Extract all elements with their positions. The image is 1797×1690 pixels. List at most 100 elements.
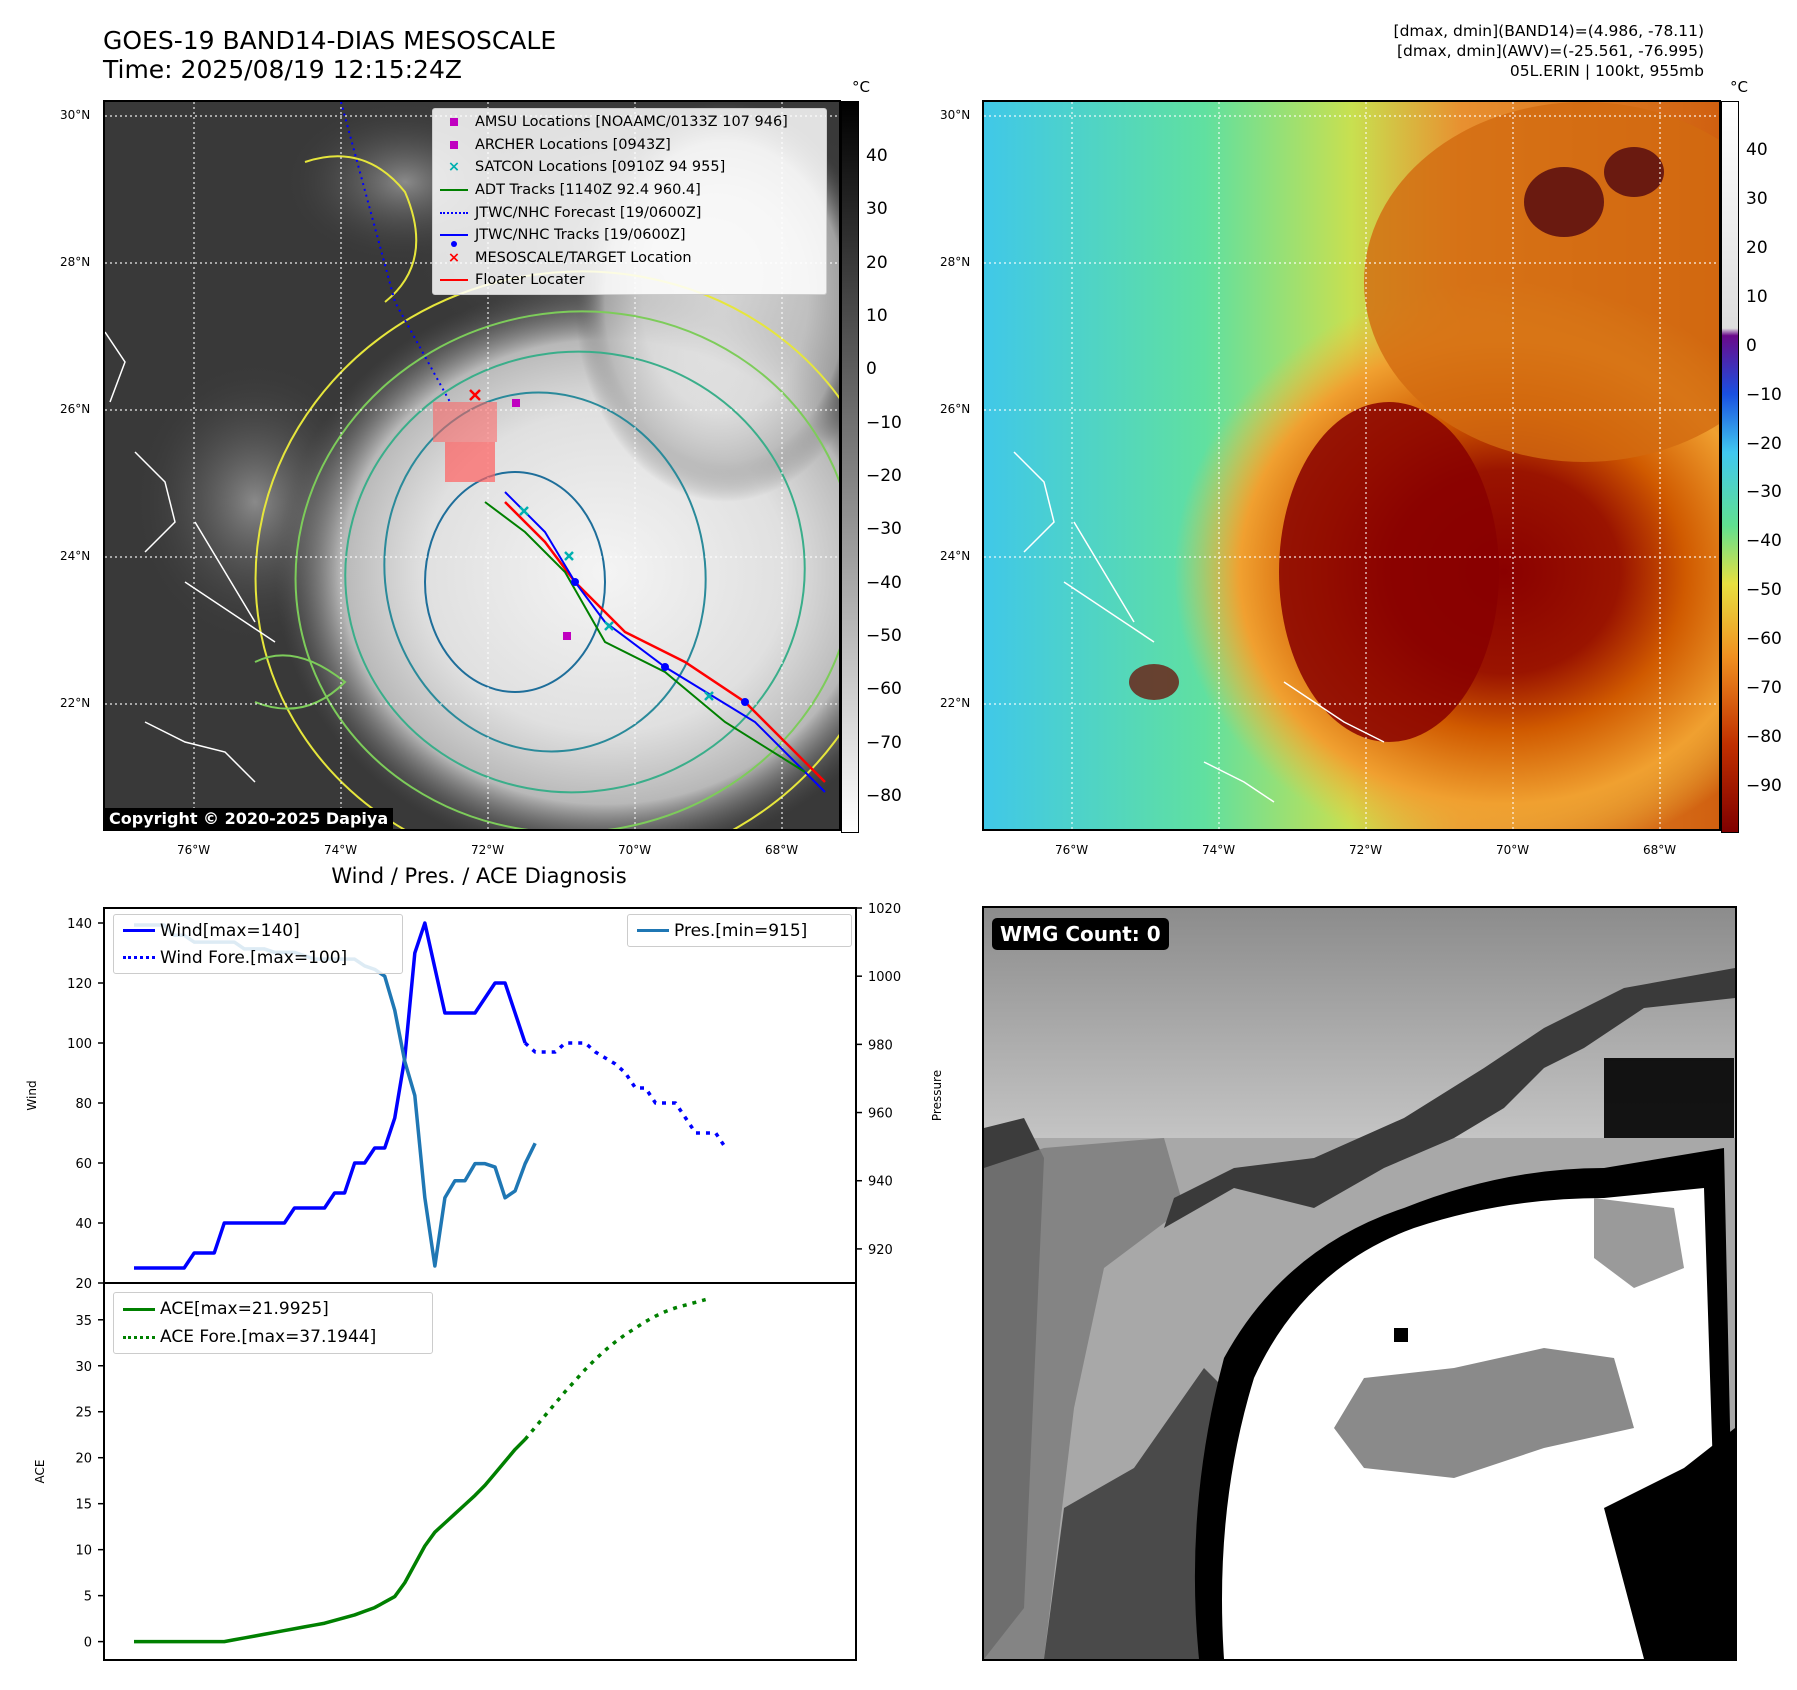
legend-item-ace: ACE[max=21.9925] — [118, 1295, 428, 1323]
map-title-line1: GOES-19 BAND14-DIAS MESOSCALE — [103, 26, 557, 55]
ace-ytick-label: 10 — [75, 1544, 92, 1559]
wmg-count-badge: WMG Count: 0 — [992, 918, 1169, 950]
ir-colorbar-tick: −10 — [866, 412, 902, 433]
ace-forecast-line — [523, 1297, 707, 1441]
legend-item-wind: Wind[max=140] — [118, 917, 398, 944]
lon-label: 72°W — [1349, 843, 1383, 857]
wind-series-line — [134, 921, 527, 1270]
ace-ytick-label: 0 — [84, 1636, 92, 1651]
green-line-icon — [440, 189, 468, 192]
awv-colorbar-unit: °C — [1730, 78, 1748, 96]
ir-colorbar-tick: −80 — [866, 785, 902, 806]
legend-item-forecast: JTWC/NHC Forecast [19/0600Z] — [433, 201, 826, 224]
lon-label: 74°W — [324, 843, 358, 857]
steelblue-line-icon — [637, 929, 669, 932]
map-legend: AMSU Locations [NOAAMC/0133Z 107 946] AR… — [432, 108, 827, 295]
wind-ytick-label: 100 — [67, 1037, 92, 1052]
info-line1: [dmax, dmin](BAND14)=(4.986, -78.11) — [1393, 22, 1704, 40]
awv-colorbar-tick: 40 — [1746, 140, 1768, 160]
wind-legend: Wind[max=140] Wind Fore.[max=100] — [113, 914, 403, 974]
lat-label: 26°N — [940, 402, 971, 416]
wind-ytick-label: 140 — [67, 917, 92, 932]
wind-forecast-line — [523, 1041, 728, 1149]
legend-item-pressure: Pres.[min=915] — [632, 917, 847, 944]
lon-label: 76°W — [177, 843, 211, 857]
pressure-axis-label: Pressure — [930, 1070, 944, 1121]
lon-label: 70°W — [1496, 843, 1530, 857]
wind-ytick-label: 40 — [75, 1217, 92, 1232]
ir-colorbar-ticks: 40 30 20 10 0 −10 −20 −30 −40 −50 −60 −7… — [866, 146, 902, 806]
ace-series-line — [134, 1438, 527, 1644]
ace-ytick-label: 5 — [84, 1590, 92, 1605]
wind-ytick-label: 120 — [67, 977, 92, 992]
pressure-legend: Pres.[min=915] — [627, 914, 852, 947]
legend-item-tracks: JTWC/NHC Tracks [19/0600Z] — [433, 224, 826, 248]
ir-colorbar-tick: −40 — [866, 572, 902, 593]
blue-dot-line-icon — [433, 234, 475, 248]
lat-label: 30°N — [60, 108, 91, 122]
info-line3: 05L.ERIN | 100kt, 955mb — [1509, 62, 1704, 80]
pressure-ytick-label: 920 — [868, 1243, 893, 1258]
green-dotted-line-icon — [123, 1335, 155, 1339]
wmg-panel — [982, 906, 1737, 1661]
awv-colorbar-tick: −70 — [1746, 678, 1782, 699]
awv-colorbar-tick: −10 — [1746, 384, 1782, 405]
lon-label: 68°W — [765, 843, 799, 857]
lat-label: 26°N — [60, 402, 91, 416]
legend-item-archer: ARCHER Locations [0943Z] — [433, 134, 826, 157]
magenta-square-icon — [450, 118, 458, 127]
ir-colorbar-tick: −70 — [866, 732, 902, 753]
ir-colorbar — [841, 101, 859, 833]
awv-colorbar-tick: −60 — [1746, 629, 1782, 650]
ir-colorbar-tick: −60 — [866, 679, 902, 700]
blue-dotted-line-icon — [123, 956, 155, 959]
wind-axis-label: Wind — [25, 1080, 39, 1110]
map-title-line2: Time: 2025/08/19 12:15:24Z — [103, 55, 462, 84]
diagnosis-title: Wind / Pres. / ACE Diagnosis — [331, 864, 627, 888]
diagnosis-chart: 2040608010012014092094096098010001020Win… — [25, 902, 944, 1661]
ace-ytick-label: 20 — [75, 1452, 92, 1467]
magenta-square-icon — [450, 140, 458, 149]
copyright-label: Copyright © 2020-2025 Dapiya — [104, 808, 394, 829]
red-line-icon — [440, 279, 468, 282]
lon-label: 74°W — [1202, 843, 1236, 857]
blue-dotted-line-icon — [440, 211, 468, 214]
red-x-icon: × — [447, 249, 461, 266]
wind-ytick-label: 20 — [75, 1277, 92, 1292]
wmg-drawing — [984, 908, 1735, 1659]
legend-item-floater: Floater Locater — [433, 269, 826, 292]
awv-colorbar-tick: 10 — [1746, 286, 1768, 307]
blue-line-icon — [123, 929, 155, 932]
awv-map-drawing — [984, 102, 1719, 829]
pressure-ytick-label: 1020 — [868, 902, 901, 917]
ir-colorbar-tick: 20 — [866, 252, 888, 273]
pressure-ytick-label: 1000 — [868, 970, 901, 985]
ir-colorbar-unit: °C — [852, 78, 870, 96]
ace-plot: 0 5 10 15 20 25 30 35 ACE — [33, 1282, 857, 1661]
awv-colorbar-tick: 20 — [1746, 237, 1768, 258]
awv-colorbar-tick: −80 — [1746, 727, 1782, 748]
ir-colorbar-tick: −50 — [866, 625, 902, 646]
awv-colorbar-tick: −20 — [1746, 433, 1782, 454]
ace-ytick-label: 15 — [75, 1498, 92, 1513]
pressure-series-line — [134, 923, 537, 1268]
legend-item-ace-forecast: ACE Fore.[max=37.1944] — [118, 1323, 428, 1351]
awv-colorbar-tick: −90 — [1746, 775, 1782, 796]
awv-colorbar — [1721, 101, 1739, 833]
legend-item-adt: ADT Tracks [1140Z 92.4 960.4] — [433, 179, 826, 202]
pressure-ytick-label: 940 — [868, 1175, 893, 1190]
info-line2: [dmax, dmin](AWV)=(-25.561, -76.995) — [1397, 42, 1704, 60]
ir-colorbar-tick: 40 — [866, 146, 888, 166]
lat-label: 22°N — [60, 696, 91, 710]
awv-colorbar-tick: −30 — [1746, 482, 1782, 503]
ace-ytick-label: 25 — [75, 1406, 92, 1421]
ir-colorbar-tick: 0 — [866, 359, 877, 380]
cyan-x-icon: × — [447, 159, 461, 176]
awv-colorbar-tick: −50 — [1746, 580, 1782, 601]
lat-label: 24°N — [940, 549, 971, 563]
ir-colorbar-tick: −30 — [866, 519, 902, 540]
lon-label: 68°W — [1643, 843, 1677, 857]
ace-axis-label: ACE — [33, 1460, 47, 1484]
legend-item-target: × MESOSCALE/TARGET Location — [433, 247, 826, 270]
ace-legend: ACE[max=21.9925] ACE Fore.[max=37.1944] — [113, 1292, 433, 1354]
